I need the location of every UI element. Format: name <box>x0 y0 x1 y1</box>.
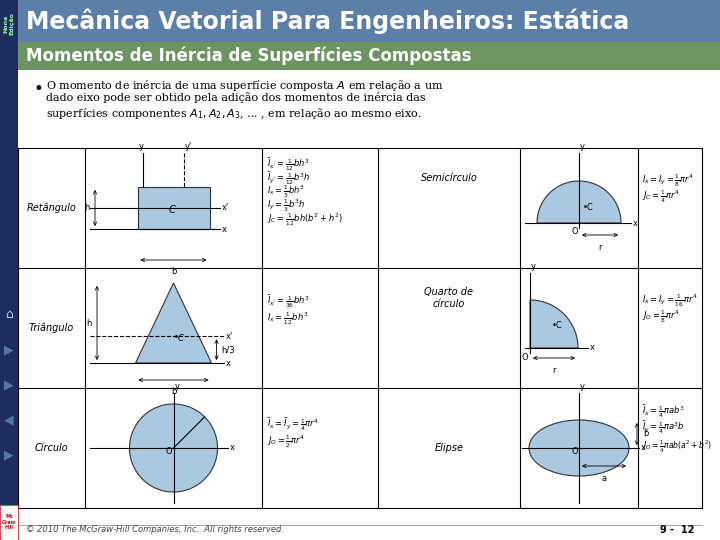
Text: $\bar{I}_{x'} = \frac{1}{12}bh^3$: $\bar{I}_{x'} = \frac{1}{12}bh^3$ <box>267 156 310 173</box>
Bar <box>0 0 18 540</box>
Text: $J_O = \frac{1}{4}\pi ab(a^2 + b^2)$: $J_O = \frac{1}{4}\pi ab(a^2 + b^2)$ <box>642 439 712 455</box>
Text: superfícies componentes $A_1, A_2, A_3$, ... , em relação ao mesmo eixo.: superfícies componentes $A_1, A_2, A_3$,… <box>46 106 422 121</box>
Text: x: x <box>225 359 230 368</box>
Bar <box>18 42 720 70</box>
Text: Retângulo: Retângulo <box>27 202 76 213</box>
Text: $I_y = \frac{1}{3}b^3h$: $I_y = \frac{1}{3}b^3h$ <box>267 198 305 214</box>
Text: y: y <box>531 262 536 271</box>
Text: •C: •C <box>552 321 563 330</box>
Text: dado eixo pode ser obtido pela adição dos momentos de inércia das: dado eixo pode ser obtido pela adição do… <box>46 92 426 103</box>
Circle shape <box>130 404 217 492</box>
Text: x: x <box>222 225 227 233</box>
Text: ▶: ▶ <box>4 343 14 356</box>
Text: b: b <box>171 387 176 396</box>
Text: $\bar{I}_{x'} = \frac{1}{36}bh^3$: $\bar{I}_{x'} = \frac{1}{36}bh^3$ <box>267 293 310 310</box>
Polygon shape <box>530 300 578 348</box>
Text: Círculo: Círculo <box>35 443 68 453</box>
Text: $I_x = I_y = \frac{1}{16}\pi r^4$: $I_x = I_y = \frac{1}{16}\pi r^4$ <box>642 293 698 309</box>
Text: 9 -  12: 9 - 12 <box>660 525 694 535</box>
Text: •: • <box>34 80 44 98</box>
Text: h: h <box>85 204 90 213</box>
Text: ▶: ▶ <box>4 449 14 462</box>
Text: C: C <box>178 334 184 343</box>
Text: $J_O = \frac{1}{2}\pi r^4$: $J_O = \frac{1}{2}\pi r^4$ <box>267 434 305 450</box>
Polygon shape <box>135 283 212 363</box>
Text: O momento de inércia de uma superfície composta $\mathit{A}$ em relação a um: O momento de inércia de uma superfície c… <box>46 78 444 93</box>
Text: $J_C = \frac{1}{4}\pi r^4$: $J_C = \frac{1}{4}\pi r^4$ <box>642 189 680 205</box>
Text: h/3: h/3 <box>222 345 235 354</box>
Text: x: x <box>633 219 638 227</box>
Text: Triângulo: Triângulo <box>29 323 74 333</box>
Text: y: y <box>174 382 179 391</box>
Bar <box>18 0 720 42</box>
Text: $J_C = \frac{1}{12}bh(b^2 + h^2)$: $J_C = \frac{1}{12}bh(b^2 + h^2)$ <box>267 212 343 228</box>
Text: Elipse: Elipse <box>434 443 464 453</box>
Text: Mc
Graw
Hill: Mc Graw Hill <box>2 514 16 530</box>
Text: r: r <box>598 243 602 252</box>
Text: C: C <box>168 205 175 215</box>
Ellipse shape <box>529 420 629 476</box>
Bar <box>0 505 18 540</box>
Text: $\bar{I}_{y'} = \frac{1}{12}b^3h$: $\bar{I}_{y'} = \frac{1}{12}b^3h$ <box>267 170 310 187</box>
Text: x': x' <box>222 204 229 213</box>
Text: Nona
Edição: Nona Edição <box>4 12 14 35</box>
Text: a: a <box>601 474 606 483</box>
Text: y: y <box>580 382 585 391</box>
Text: •C: •C <box>583 202 594 212</box>
Text: h: h <box>86 319 92 327</box>
Text: $J_O = \frac{1}{8}\pi r^4$: $J_O = \frac{1}{8}\pi r^4$ <box>642 309 680 326</box>
Text: $\bar{I}_y = \frac{1}{4}\pi a^3b$: $\bar{I}_y = \frac{1}{4}\pi a^3b$ <box>642 419 685 436</box>
Text: O: O <box>522 353 528 362</box>
Text: $\bar{I}_x = \frac{1}{4}\pi ab^3$: $\bar{I}_x = \frac{1}{4}\pi ab^3$ <box>642 403 685 420</box>
Text: r: r <box>552 366 556 375</box>
Text: Momentos de Inércia de Superfícies Compostas: Momentos de Inércia de Superfícies Compo… <box>26 47 472 65</box>
Text: y: y <box>139 142 144 151</box>
Text: ◀: ◀ <box>4 414 14 427</box>
Text: x: x <box>230 443 235 453</box>
Text: b: b <box>171 267 176 276</box>
Text: x': x' <box>225 332 233 341</box>
Polygon shape <box>537 181 621 223</box>
Text: $\bar{I}_x = \bar{I}_y = \frac{1}{4}\pi r^4$: $\bar{I}_x = \bar{I}_y = \frac{1}{4}\pi … <box>267 416 320 433</box>
Text: O: O <box>571 227 577 236</box>
Text: b: b <box>643 429 649 438</box>
Text: y': y' <box>184 142 192 151</box>
Text: O: O <box>166 447 172 456</box>
Text: x: x <box>590 343 595 353</box>
Text: Quarto de
círculo: Quarto de círculo <box>425 287 474 309</box>
Text: Mecânica Vetorial Para Engenheiros: Estática: Mecânica Vetorial Para Engenheiros: Está… <box>26 8 629 33</box>
Text: ▶: ▶ <box>4 379 14 392</box>
Bar <box>138 187 210 229</box>
Text: $I_x = \frac{1}{3}bh^3$: $I_x = \frac{1}{3}bh^3$ <box>267 184 305 200</box>
Text: ⌂: ⌂ <box>5 308 13 321</box>
Text: x: x <box>641 443 646 453</box>
Bar <box>0 505 18 540</box>
Text: O: O <box>571 447 577 456</box>
Text: y: y <box>580 142 585 151</box>
Text: $I_x = \frac{1}{12}bh^3$: $I_x = \frac{1}{12}bh^3$ <box>267 311 309 327</box>
Text: $I_x = I_y = \frac{1}{8}\pi r^4$: $I_x = I_y = \frac{1}{8}\pi r^4$ <box>642 173 694 190</box>
Text: © 2010 The McGraw-Hill Companies, Inc.  All rights reserved.: © 2010 The McGraw-Hill Companies, Inc. A… <box>26 525 284 535</box>
Text: Semicírculo: Semicírculo <box>420 173 477 183</box>
